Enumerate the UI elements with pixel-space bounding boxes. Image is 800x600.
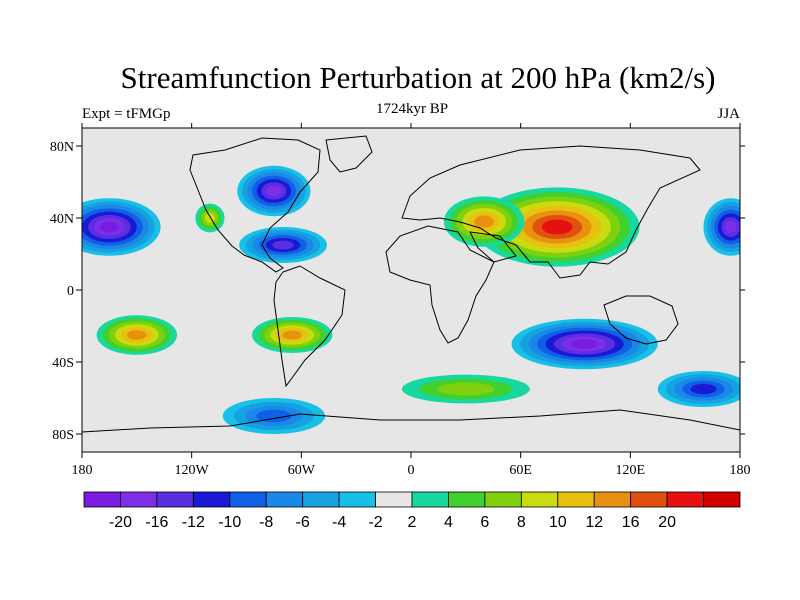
feature-south-pacific-low (222, 398, 326, 434)
colorbar-box-16 (666, 491, 704, 508)
coast-north-america (189, 137, 321, 273)
y-axis: 80N 40N 0 40S 80S (50, 140, 745, 443)
feature-eurasia-high (474, 187, 640, 267)
contour-north-america-low-16 (266, 185, 282, 197)
coast-greenland (325, 135, 373, 173)
colorbar-box-8 (375, 491, 413, 508)
x-axis: 180 120W 60W 0 60E 120E 180 (72, 123, 751, 478)
coast-south-america (273, 265, 346, 388)
colorbar-label-20: 20 (658, 514, 676, 531)
y-tick-label-40S: 40S (52, 356, 74, 371)
colorbar-box-1 (120, 491, 158, 508)
colorbar-box-9 (411, 491, 449, 508)
contour-eurasia-high-20 (541, 219, 573, 235)
colorbar-box-11 (484, 491, 522, 508)
colorbar-label--2: -2 (368, 514, 382, 531)
experiment-label: Expt = tFMGp (82, 106, 170, 122)
feature-indian-ocean-low (511, 318, 658, 370)
colorbar-label--4: -4 (332, 514, 346, 531)
y-tick-label-0: 0 (67, 284, 74, 299)
colorbar-box-6 (302, 491, 340, 508)
colorbar-box-15 (630, 491, 668, 508)
contour-north-pacific-low-east-16 (725, 220, 737, 234)
field-background (82, 128, 740, 452)
colorbar-label-6: 6 (480, 514, 489, 531)
feature-north-atlantic-high (195, 203, 225, 233)
colorbar-box-2 (156, 491, 194, 508)
contour-field (82, 128, 740, 452)
colorbar-box-13 (557, 491, 595, 508)
colorbar-label--8: -8 (259, 514, 273, 531)
colorbar-label-16: 16 (622, 514, 640, 531)
colorbar-box-17 (703, 491, 741, 508)
feature-north-america-low (237, 165, 311, 217)
colorbar-label--10: -10 (218, 514, 241, 531)
colorbar-label-4: 4 (444, 514, 453, 531)
y-tick-label-80S: 80S (52, 428, 74, 443)
feature-south-pacific-high (96, 315, 178, 355)
colorbar-box-4 (229, 491, 267, 508)
period-label: 1724kyr BP (376, 101, 448, 117)
x-tick-label-180: 180 (72, 463, 93, 478)
x-tick-label-0: 0 (408, 463, 415, 478)
coast-eurasia (401, 145, 701, 279)
colorbar-label-8: 8 (517, 514, 526, 531)
colorbar-box-0 (83, 491, 121, 508)
contour-north-pacific-low-20 (99, 221, 119, 233)
colorbar-label--12: -12 (182, 514, 205, 531)
colorbar-box-3 (192, 491, 231, 508)
chart-title: Streamfunction Perturbation at 200 hPa (… (121, 60, 716, 95)
contour-north-atlantic-high-8 (204, 213, 216, 223)
contour-west-asia-high-12 (474, 215, 494, 228)
x-tick-label-120W: 120W (175, 463, 210, 478)
y-tick-label-80N: 80N (50, 140, 74, 155)
contour-indian-ocean-low-20 (571, 339, 599, 349)
x-tick-label-180: 180 (730, 463, 751, 478)
colorbar-label-10: 10 (549, 514, 567, 531)
feature-south-atlantic-high (401, 374, 530, 404)
colorbar-label-2: 2 (408, 514, 417, 531)
feature-south-america-high (251, 317, 333, 353)
colorbar-label-12: 12 (585, 514, 603, 531)
x-tick-label-60E: 60E (509, 463, 532, 478)
x-tick-label-120E: 120E (616, 463, 646, 478)
colorbar-box-14 (593, 491, 632, 508)
contour-south-pacific-high-12 (127, 330, 147, 340)
coastlines (82, 135, 740, 433)
colorbar-box-7 (338, 491, 376, 508)
colorbar-box-5 (265, 491, 304, 508)
contour-southern-ocean-low-10 (690, 383, 717, 395)
feature-north-pacific-low-east (703, 198, 740, 256)
coast-antarctica (82, 409, 740, 433)
contour-caribbean-low-12 (272, 240, 294, 250)
coast-africa (385, 225, 495, 344)
colorbar-label--20: -20 (109, 514, 132, 531)
colorbar: -20 -16 -12 -10 -8 -6 -4 -2 2 4 6 8 10 12 16 20 (83, 491, 741, 531)
season-label: JJA (717, 106, 740, 122)
contour-south-pacific-low-8 (256, 409, 292, 423)
colorbar-box-10 (448, 491, 486, 508)
feature-west-asia-high (443, 196, 525, 247)
contour-south-america-high-12 (282, 330, 302, 340)
feature-southern-ocean-low (657, 371, 740, 407)
x-tick-label-60W: 60W (288, 463, 316, 478)
feature-north-pacific-low (82, 198, 161, 256)
colorbar-label--6: -6 (296, 514, 310, 531)
feature-caribbean-low (239, 227, 327, 263)
colorbar-box-12 (520, 491, 559, 508)
y-tick-label-40N: 40N (50, 212, 74, 227)
contour-south-atlantic-high-6 (437, 382, 495, 396)
coast-australia (603, 295, 679, 345)
coast-arabia (469, 231, 517, 263)
colorbar-label--16: -16 (145, 514, 168, 531)
